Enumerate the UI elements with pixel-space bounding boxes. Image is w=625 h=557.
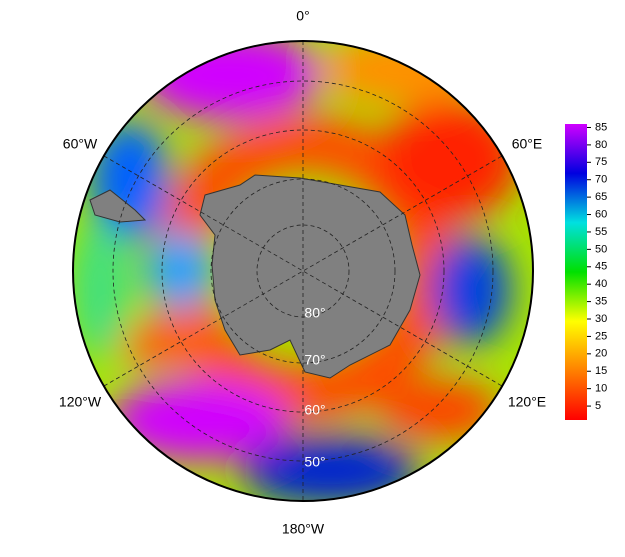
lat-label: 60° bbox=[304, 402, 325, 418]
colorbar-tick-label: 75 bbox=[595, 156, 607, 168]
colorbar bbox=[565, 124, 587, 420]
colorbar-tick-label: 70 bbox=[595, 174, 607, 186]
antarctica bbox=[199, 174, 421, 379]
colorbar-tick-label: 20 bbox=[595, 348, 607, 360]
lat-label: 80° bbox=[304, 305, 325, 321]
lon-label: 120°E bbox=[508, 394, 546, 410]
colorbar-tick-label: 55 bbox=[595, 226, 607, 238]
colorbar-tick-label: 15 bbox=[595, 365, 607, 377]
graticule bbox=[103, 41, 503, 501]
colorbar-tick-label: 45 bbox=[595, 261, 607, 273]
lon-label: 180°W bbox=[282, 521, 325, 537]
lon-label: 60°E bbox=[512, 136, 543, 152]
lat-label: 70° bbox=[304, 352, 325, 368]
colorbar-tick-label: 10 bbox=[595, 383, 607, 395]
colorbar-tick-label: 85 bbox=[595, 121, 607, 133]
colorbar-tick-label: 25 bbox=[595, 330, 607, 342]
lat-labels: 80° 70° 60° 50° bbox=[304, 305, 325, 470]
colorbar-tick-label: 60 bbox=[595, 208, 607, 220]
lat-label: 50° bbox=[304, 454, 325, 470]
map-border bbox=[72, 40, 534, 502]
field bbox=[73, 41, 533, 501]
colorbar-tick-label: 50 bbox=[595, 243, 607, 255]
colorbar-tick-label: 5 bbox=[595, 400, 601, 412]
lon-label: 120°W bbox=[59, 394, 102, 410]
lon-label: 60°W bbox=[63, 136, 98, 152]
colorbar-tick-label: 35 bbox=[595, 296, 607, 308]
south-america bbox=[89, 189, 147, 223]
colorbar-tick-label: 65 bbox=[595, 191, 607, 203]
colorbar-tick-label: 80 bbox=[595, 139, 607, 151]
lon-label: 0° bbox=[296, 8, 309, 24]
colorbar-tick-label: 30 bbox=[595, 313, 607, 325]
colorbar-tick-label: 40 bbox=[595, 278, 607, 290]
